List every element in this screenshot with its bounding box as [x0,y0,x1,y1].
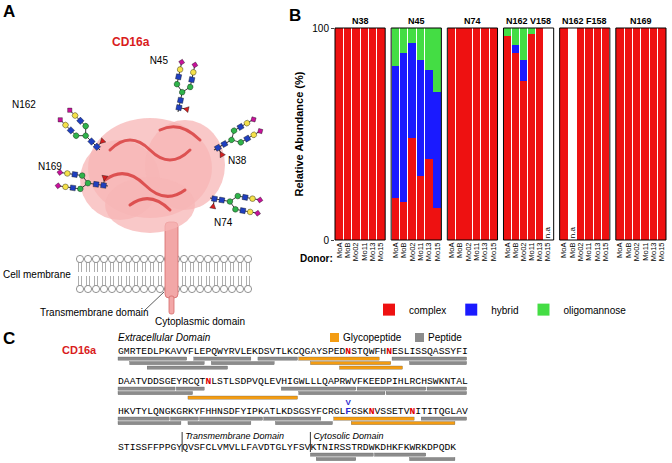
svg-text:N162 V158: N162 V158 [506,16,551,26]
svg-text:MoA: MoA [615,243,624,258]
svg-text:B: B [289,6,301,25]
svg-text:oligomannose: oligomannose [564,305,627,316]
svg-text:hybrid: hybrid [491,305,518,316]
svg-text:Transmembrane Domain: Transmembrane Domain [185,431,284,441]
svg-text:MoB: MoB [624,243,633,258]
svg-text:Mo13: Mo13 [535,243,544,262]
svg-text:MoA: MoA [447,243,456,258]
svg-text:Extracellular Domain: Extracellular Domain [118,332,211,343]
svg-text:Peptide: Peptide [428,332,462,343]
svg-text:Cell membrane: Cell membrane [3,269,71,280]
svg-text:100: 100 [312,23,329,34]
svg-text:N38: N38 [352,16,369,26]
svg-text:L: L [462,376,468,387]
svg-text:CD16a: CD16a [112,35,150,49]
svg-text:Mo02: Mo02 [351,243,360,262]
svg-text:Cytoplasmic domain: Cytoplasmic domain [155,316,245,327]
svg-text:MoA: MoA [335,243,344,258]
html-text:H K V T Y L Q N G K G R K Y F: H K V T Y L Q N G K G R K Y F H H N S D … [118,406,462,417]
svg-text:Transmembrane domain: Transmembrane domain [40,307,149,318]
html-text:S T I S S F F P P G Y Q V S F: S T I S S F F P P G Y Q V S F C L V M V … [118,442,451,453]
svg-text:Mo11: Mo11 [360,243,369,261]
svg-text:N45: N45 [408,16,425,26]
svg-text:Mo13: Mo13 [480,243,489,262]
svg-text:N74: N74 [214,217,233,228]
svg-text:N38: N38 [228,155,247,166]
svg-text:0: 0 [323,235,329,246]
html-text:G M R T E D L P K A V V F L E: G M R T E D L P K A V V F L E P Q W Y R … [118,346,462,357]
svg-text:MoB: MoB [568,243,577,258]
svg-text:Mo02: Mo02 [519,243,528,262]
svg-text:n.a: n.a [543,227,552,239]
svg-text:MoA: MoA [559,243,568,258]
svg-text:Relative Abundance (%): Relative Abundance (%) [293,71,305,196]
svg-text:Mo11: Mo11 [416,243,425,261]
svg-text:MoB: MoB [399,243,408,258]
svg-text:Mo15: Mo15 [489,243,498,262]
svg-text:V: V [346,398,352,407]
svg-text:Mo11: Mo11 [527,243,536,261]
svg-text:Glycopeptide: Glycopeptide [343,332,402,343]
svg-text:N169: N169 [38,161,62,172]
svg-text:n.a: n.a [568,227,577,239]
svg-text:MoB: MoB [343,243,352,258]
svg-text:A: A [3,2,15,21]
svg-text:MoA: MoA [503,243,512,258]
svg-text:Mo13: Mo13 [649,243,658,262]
svg-text:Mo11: Mo11 [584,243,593,261]
svg-text:Mo15: Mo15 [376,243,385,262]
svg-text:MoA: MoA [391,243,400,258]
svg-text:N162: N162 [12,99,36,110]
svg-text:Cytosolic Domain: Cytosolic Domain [313,431,383,441]
svg-text:N169: N169 [630,16,652,26]
svg-text:Mo13: Mo13 [368,243,377,262]
svg-text:V: V [462,406,468,417]
svg-text:Mo15: Mo15 [433,243,442,262]
svg-text:Mo11: Mo11 [641,243,650,261]
svg-text:Mo13: Mo13 [593,243,602,262]
svg-text:Mo02: Mo02 [464,243,473,262]
svg-text:Mo15: Mo15 [601,243,610,262]
svg-text:K: K [450,442,456,453]
svg-text:Mo02: Mo02 [632,243,641,262]
svg-text:MoB: MoB [511,243,520,258]
svg-text:CD16a: CD16a [62,344,97,356]
svg-text:N162 F158: N162 F158 [562,16,607,26]
svg-text:complex: complex [409,305,446,316]
svg-text:I: I [462,346,468,357]
html-text:D A A T V D D S G E Y R C Q T: D A A T V D D S G E Y R C Q T N L S T L … [118,376,462,387]
svg-text:Mo15: Mo15 [543,243,552,262]
svg-text:C: C [3,329,15,348]
svg-text:Mo13: Mo13 [424,243,433,262]
svg-text:Mo02: Mo02 [576,243,585,262]
svg-text:Donor:: Donor: [300,253,333,264]
svg-text:N45: N45 [150,55,169,66]
svg-text:Mo11: Mo11 [472,243,481,261]
svg-text:Mo02: Mo02 [408,243,417,262]
svg-text:Mo15: Mo15 [657,243,666,262]
svg-text:MoB: MoB [455,243,464,258]
svg-text:N74: N74 [464,16,481,26]
